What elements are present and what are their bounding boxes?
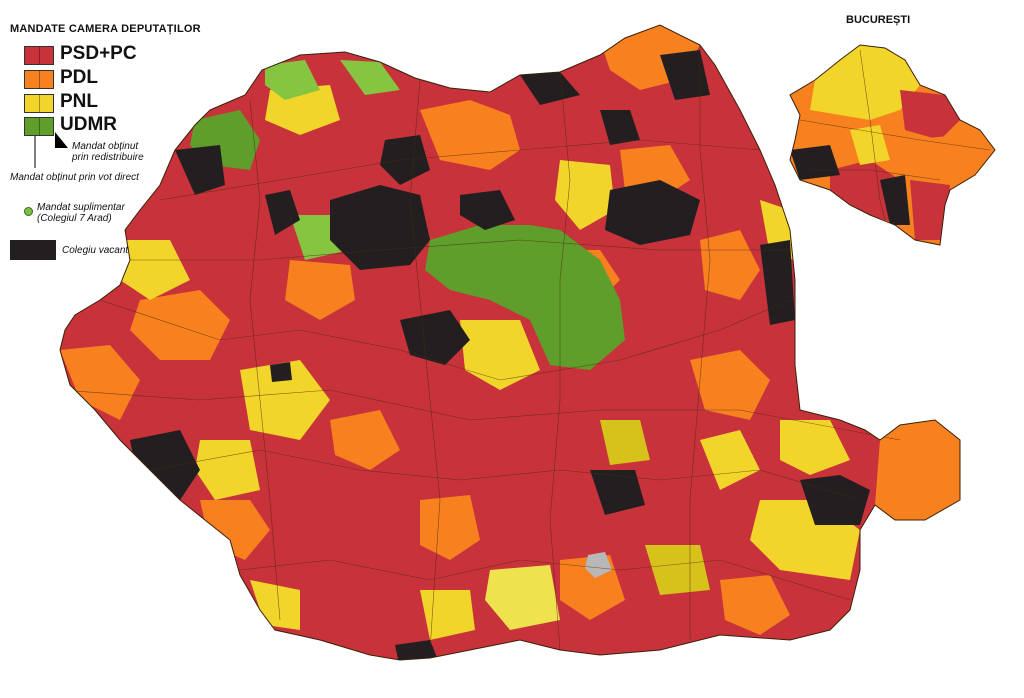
- note-vacant: Colegiu vacant: [62, 245, 129, 256]
- district-borders: [60, 40, 901, 651]
- region-pnl: [700, 430, 760, 490]
- region-vacant: [395, 640, 440, 660]
- buc-region-pnl: [810, 45, 920, 120]
- region-pdl-tulcea: [875, 420, 960, 520]
- region-vacant: [270, 362, 292, 382]
- note-direct-vote: Mandat obținut prin vot direct: [10, 172, 139, 183]
- note-redistribution: Mandat obținut prin redistribuire: [72, 141, 144, 163]
- region-udmr: [265, 60, 320, 100]
- region-pdl: [60, 345, 140, 420]
- region-pnl: [240, 360, 330, 440]
- country-outline: [59, 24, 961, 661]
- legend-item-pnl: PNL: [24, 91, 264, 116]
- legend-label: PSD+PC: [60, 43, 137, 64]
- buc-region-psd: [910, 180, 950, 240]
- region-vacant: [265, 190, 300, 235]
- map-title: MANDATE CAMERA DEPUTAȚILOR: [10, 23, 201, 35]
- buc-region-vacant: [790, 145, 840, 180]
- buc-region-vacant: [880, 175, 910, 225]
- note-supplementary: Mandat suplimentar (Colegiul 7 Arad): [37, 202, 125, 224]
- region-pnl: [600, 420, 650, 465]
- region-pdl: [720, 575, 790, 635]
- buc-borders: [799, 49, 991, 241]
- region-udmr: [340, 60, 400, 95]
- region-vacant: [520, 72, 580, 105]
- region-vacant: [600, 110, 640, 145]
- region-vacant: [760, 240, 795, 325]
- region-vacant: [380, 135, 430, 185]
- region-pnl: [485, 565, 560, 630]
- region-vacant: [400, 310, 470, 365]
- bucharest-regions: [790, 45, 995, 245]
- region-vacant: [605, 180, 700, 245]
- legend-label: PDL: [60, 67, 98, 88]
- redistribution-pointer: [55, 132, 68, 148]
- region-pdl: [130, 290, 230, 360]
- region-vacant: [590, 470, 645, 515]
- region-pdl: [420, 495, 480, 560]
- buc-region-psd: [830, 160, 900, 225]
- region-pdl: [690, 350, 770, 420]
- region-pnl: [460, 320, 540, 390]
- inset-title: BUCUREȘTI: [846, 14, 911, 26]
- vacant-swatch: [10, 240, 56, 260]
- buc-region-pdl: [905, 135, 990, 175]
- region-vacant: [660, 50, 710, 100]
- region-pnl: [420, 590, 475, 640]
- region-grey: [585, 552, 612, 578]
- legend-label: PNL: [60, 91, 98, 112]
- supplementary-dot-icon: [24, 207, 33, 216]
- region-pdl: [420, 100, 520, 170]
- legend-item-pdl: PDL: [24, 67, 264, 92]
- buc-region-pnl: [850, 125, 890, 165]
- legend-item-udmr: UDMR: [24, 114, 264, 139]
- region-udmr-harghita-covasna: [425, 225, 625, 370]
- region-vacant: [460, 190, 515, 230]
- region-pnl: [195, 440, 260, 500]
- region-pnl: [645, 545, 710, 595]
- region-pdl: [330, 410, 400, 470]
- legend-swatch: [24, 94, 54, 113]
- legend-item-psd: PSD+PC: [24, 43, 264, 68]
- legend-label: UDMR: [60, 114, 117, 135]
- legend-swatch: [24, 70, 54, 89]
- region-pnl: [120, 240, 190, 300]
- region-vacant: [330, 185, 430, 270]
- legend-swatch: [24, 117, 54, 136]
- bucharest-outline: [789, 44, 996, 246]
- legend-swatch: [24, 46, 54, 65]
- region-vacant: [175, 145, 225, 195]
- region-pdl: [285, 260, 355, 320]
- buc-region-psd: [900, 90, 960, 140]
- region-pdl: [700, 230, 760, 300]
- region-pnl: [780, 420, 850, 475]
